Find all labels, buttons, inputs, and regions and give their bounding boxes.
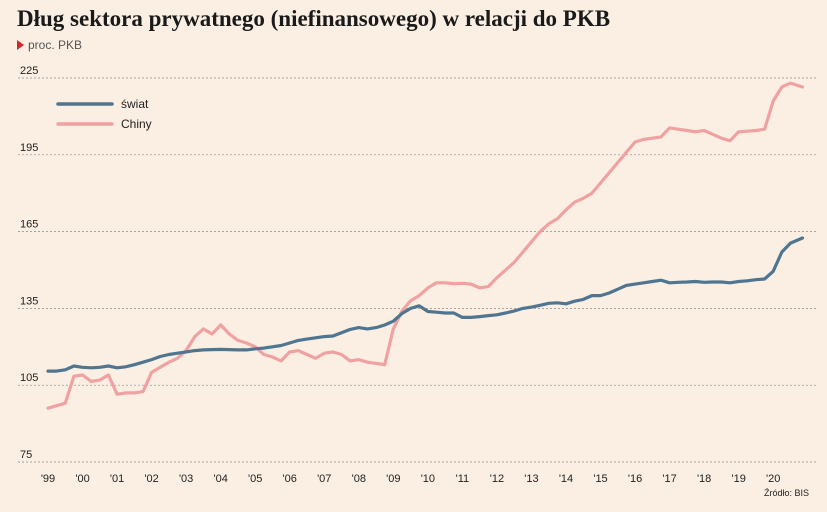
x-tick-label: '13: [524, 473, 538, 485]
x-tick-label: '12: [490, 473, 504, 485]
legend: świat Chiny: [56, 97, 152, 131]
source-note: Źródło: BIS: [763, 488, 809, 498]
unit-label: proc. PKB: [28, 38, 83, 52]
x-tick-label: '15: [593, 473, 607, 485]
chart-title: Dług sektora prywatnego (niefinansowego)…: [17, 6, 611, 31]
x-tick-label: '99: [41, 473, 55, 485]
x-tick-label: '17: [662, 473, 676, 485]
x-tick-label: '16: [628, 473, 642, 485]
x-axis: '99 '00 '01 '02 '03 '04 '05 '06 '07 '08 '09 '10 '11 '…: [41, 473, 781, 485]
y-tick-label: 135: [20, 295, 38, 307]
x-tick-label: '18: [697, 473, 711, 485]
x-tick-label: '14: [559, 473, 573, 485]
x-tick-label: '01: [110, 473, 124, 485]
y-tick-label: 195: [20, 142, 38, 154]
x-tick-label: '09: [386, 473, 400, 485]
series-line-chiny: [46, 81, 805, 410]
legend-label: świat: [121, 97, 149, 111]
x-tick-label: '08: [352, 473, 366, 485]
series-lines: [46, 81, 805, 410]
y-axis: 225 195 165 135 105 75: [20, 65, 38, 461]
x-tick-label: '11: [456, 473, 470, 485]
series-line-swiat: [46, 236, 805, 373]
grid-lines: [18, 77, 816, 463]
y-tick-label: 225: [20, 65, 38, 77]
x-tick-label: '05: [248, 473, 262, 485]
x-tick-label: '02: [144, 473, 158, 485]
x-tick-label: '07: [317, 473, 331, 485]
y-tick-label: 165: [20, 219, 38, 231]
x-tick-label: '06: [283, 473, 297, 485]
red-triangle-icon: [17, 40, 24, 50]
x-tick-label: '03: [179, 473, 193, 485]
x-tick-label: '00: [75, 473, 89, 485]
x-tick-label: '04: [213, 473, 227, 485]
x-tick-label: '10: [421, 473, 435, 485]
x-tick-label: '19: [731, 473, 745, 485]
y-tick-label: 105: [20, 372, 38, 384]
x-tick-label: '20: [766, 473, 780, 485]
legend-label: Chiny: [121, 117, 152, 131]
chart-subtitle: proc. PKB: [17, 38, 82, 52]
y-tick-label: 75: [20, 449, 32, 461]
